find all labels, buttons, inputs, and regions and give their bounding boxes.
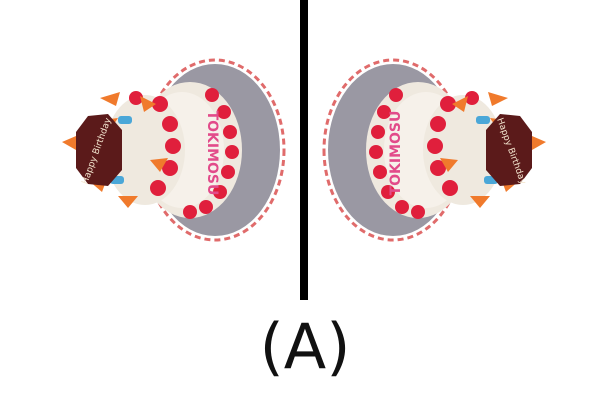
vertical-divider [300, 0, 308, 300]
cake-image-left: TOKIMOSU Happy Birthday [62, 58, 286, 242]
band-text-left: TOKIMOSU [204, 111, 220, 196]
cake-image-right: TOKIMOSU Happy Birthday [322, 58, 546, 242]
figure-caption: (A) [259, 310, 351, 383]
band-text-right: TOKIMOSU [388, 111, 404, 196]
